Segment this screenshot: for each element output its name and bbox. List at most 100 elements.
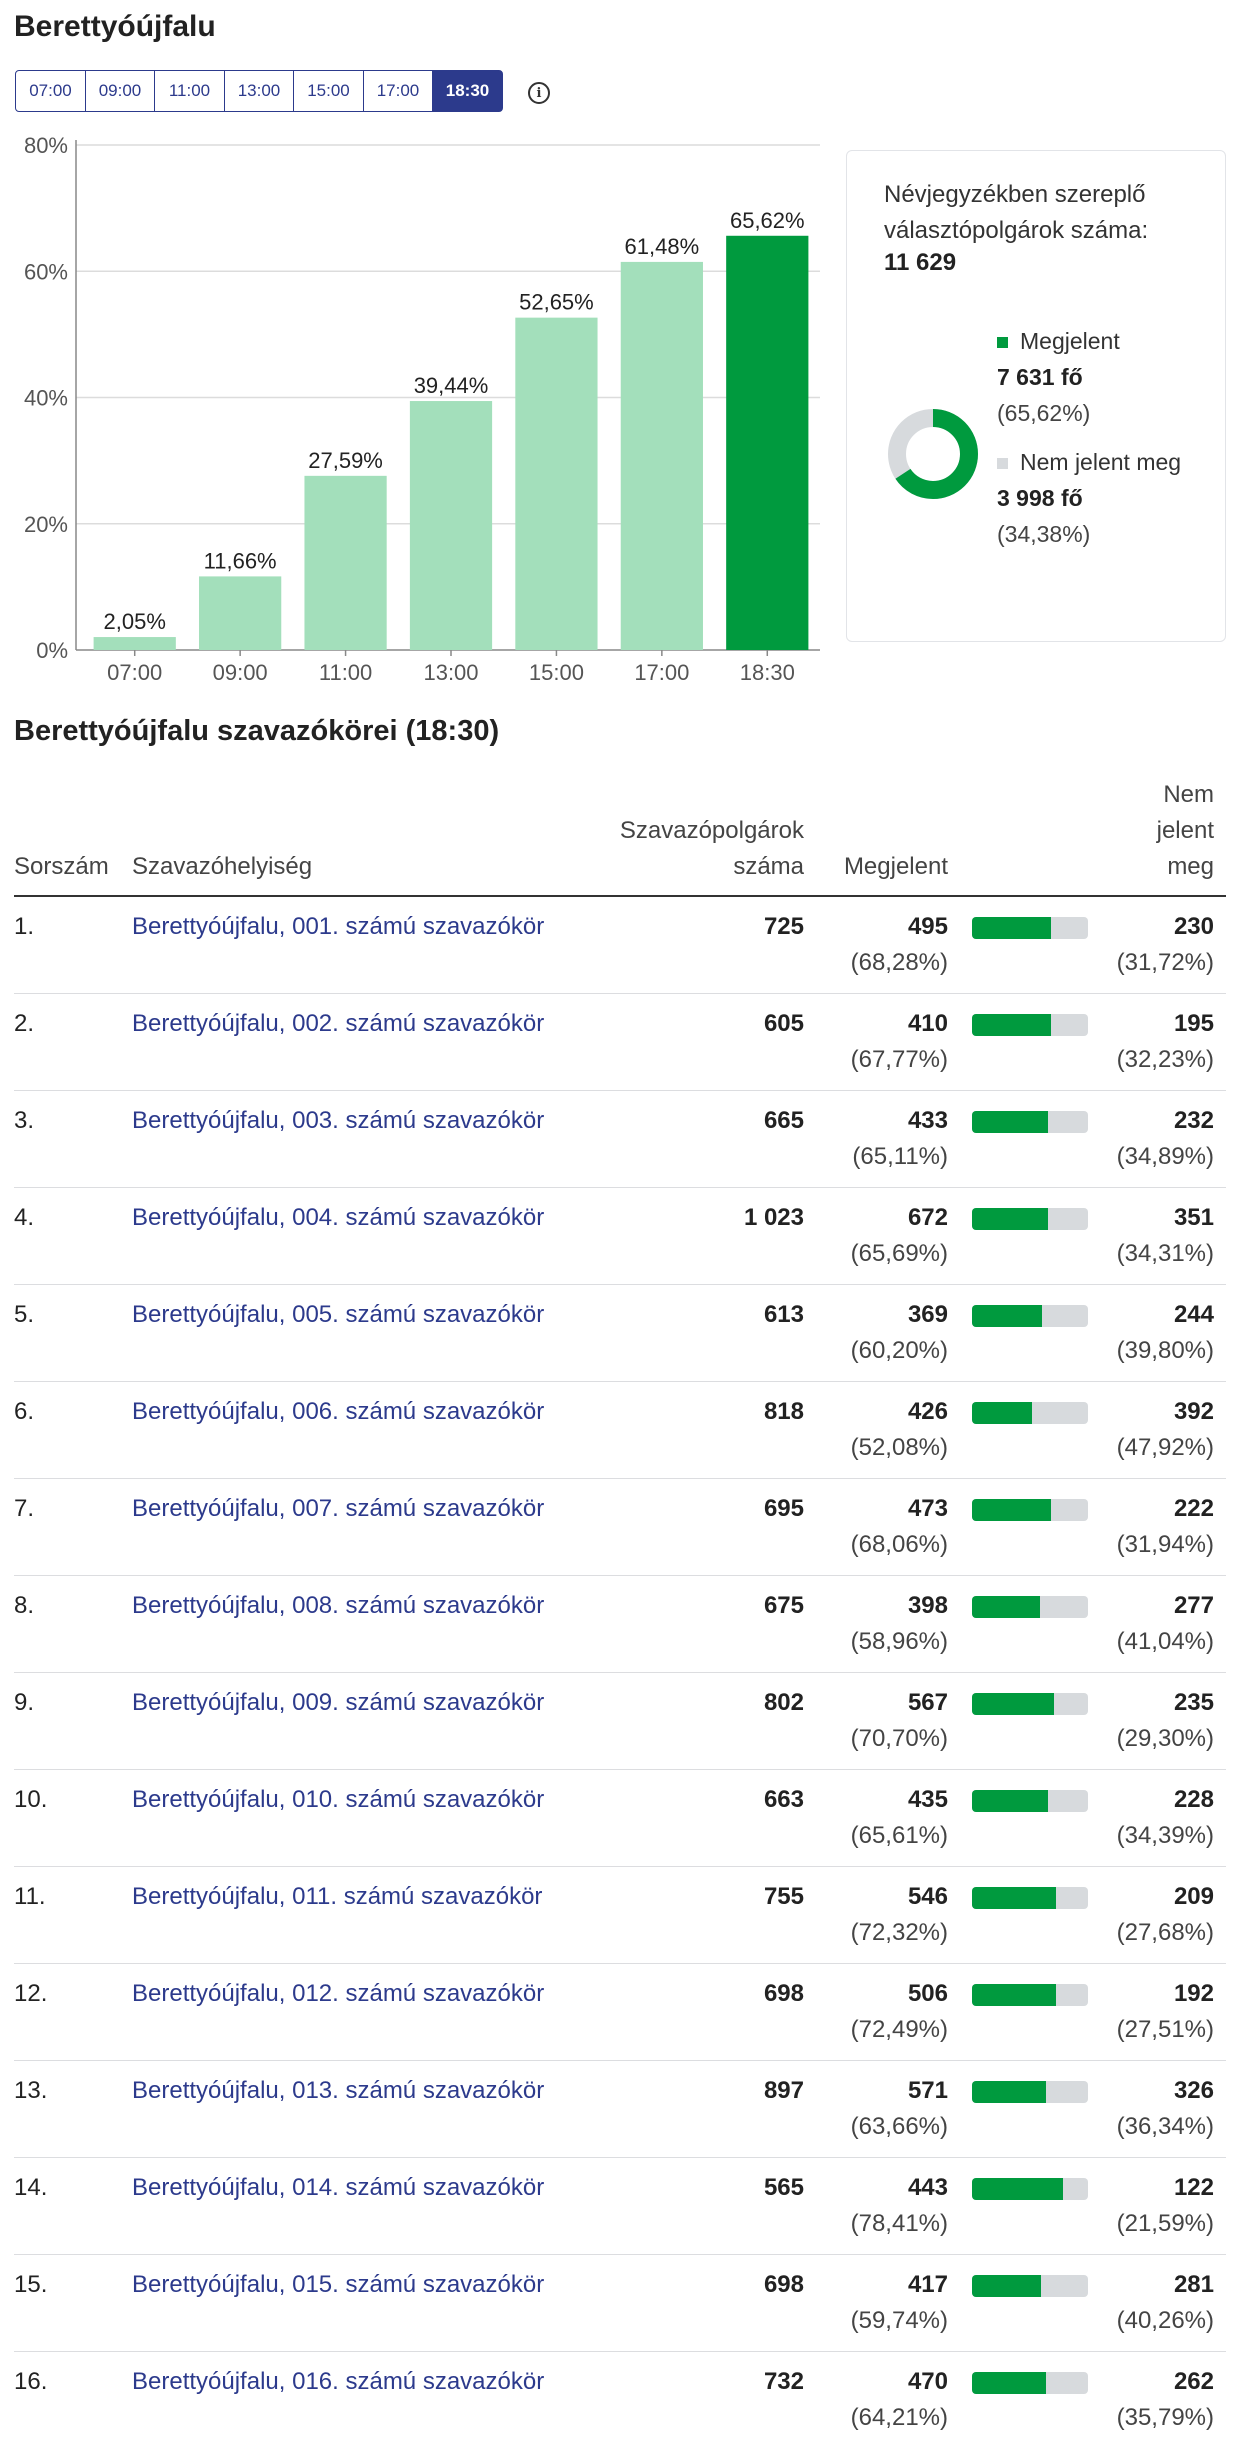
header-absent[interactable]: Nem jelent meg <box>1104 770 1226 897</box>
turnout-bar <box>972 1208 1088 1230</box>
appeared-pct: (65,69%) <box>850 1240 948 1267</box>
absent-count: 209 <box>1173 1883 1214 1910</box>
row-number: 13. <box>14 2060 132 2158</box>
turnout-bar <box>972 2081 1088 2103</box>
voters-total: 663 <box>763 1786 804 1813</box>
row-number: 15. <box>14 2254 132 2352</box>
turnout-bar <box>972 1499 1088 1521</box>
legend-absent-pct: (34,38%) <box>997 521 1091 547</box>
absent-count: 326 <box>1173 2077 1214 2104</box>
legend-swatch-absent <box>997 458 1008 470</box>
districts-table: Sorszám Szavazóhelyiség Szavazópolgárok … <box>14 770 1226 2441</box>
absent-count: 195 <box>1173 1010 1214 1037</box>
appeared-pct: (59,74%) <box>850 2307 948 2334</box>
turnout-bar-fill <box>972 917 1052 939</box>
y-tick-label: 80% <box>24 133 68 158</box>
district-link[interactable]: Berettyóújfalu, 014. számú szavazókör <box>132 2157 592 2255</box>
turnout-bar <box>972 2178 1088 2200</box>
district-link[interactable]: Berettyóújfalu, 015. számú szavazókör <box>132 2254 592 2352</box>
row-number: 2. <box>14 993 132 1091</box>
absent-pct: (31,72%) <box>1116 949 1214 976</box>
turnout-bar-fill <box>972 1596 1041 1618</box>
header-total[interactable]: Szavazópolgárok száma <box>592 770 816 897</box>
turnout-bar-fill <box>972 1305 1042 1327</box>
header-no[interactable]: Sorszám <box>14 770 132 897</box>
tab-0900[interactable]: 09:00 <box>84 70 156 112</box>
x-tick-label: 15:00 <box>529 660 584 685</box>
district-link[interactable]: Berettyóújfalu, 007. számú szavazókör <box>132 1478 592 1576</box>
appeared-count: 567 <box>907 1689 948 1716</box>
absent-pct: (39,80%) <box>1116 1337 1214 1364</box>
district-link[interactable]: Berettyóújfalu, 013. számú szavazókör <box>132 2060 592 2158</box>
tab-0700[interactable]: 07:00 <box>15 70 86 112</box>
appeared-pct: (58,96%) <box>850 1628 948 1655</box>
tab-1300[interactable]: 13:00 <box>223 70 295 112</box>
appeared-count: 470 <box>907 2368 948 2395</box>
turnout-bar-fill <box>972 1887 1056 1909</box>
district-link[interactable]: Berettyóújfalu, 001. számú szavazókör <box>132 896 592 994</box>
appeared-pct: (78,41%) <box>850 2210 948 2237</box>
row-number: 4. <box>14 1187 132 1285</box>
district-link[interactable]: Berettyóújfalu, 011. számú szavazókör <box>132 1866 592 1964</box>
district-link[interactable]: Berettyóújfalu, 002. számú szavazókör <box>132 993 592 1091</box>
bar-1500 <box>515 317 598 650</box>
appeared-count: 443 <box>907 2174 948 2201</box>
district-link[interactable]: Berettyóújfalu, 004. számú szavazókör <box>132 1187 592 1285</box>
tab-1100[interactable]: 11:00 <box>154 70 225 112</box>
tab-1700[interactable]: 17:00 <box>362 70 434 112</box>
y-tick-label: 0% <box>36 638 68 663</box>
turnout-bar <box>972 1596 1088 1618</box>
district-link[interactable]: Berettyóújfalu, 003. számú szavazókör <box>132 1090 592 1188</box>
tab-1830[interactable]: 18:30 <box>432 70 503 112</box>
district-link[interactable]: Berettyóújfalu, 006. számú szavazókör <box>132 1381 592 1479</box>
voters-total: 755 <box>763 1883 804 1910</box>
row-number: 12. <box>14 1963 132 2061</box>
y-tick-label: 60% <box>24 259 68 284</box>
absent-count: 192 <box>1173 1980 1214 2007</box>
turnout-bar <box>972 1402 1088 1424</box>
appeared-pct: (68,28%) <box>850 949 948 976</box>
tab-1500[interactable]: 15:00 <box>293 70 364 112</box>
info-icon[interactable]: i <box>528 82 550 104</box>
absent-pct: (41,04%) <box>1116 1628 1214 1655</box>
voters-total: 613 <box>763 1301 804 1328</box>
voters-total: 565 <box>763 2174 804 2201</box>
absent-count: 235 <box>1173 1689 1214 1716</box>
district-link[interactable]: Berettyóújfalu, 008. számú szavazókör <box>132 1575 592 1673</box>
appeared-pct: (63,66%) <box>850 2113 948 2140</box>
appeared-count: 473 <box>907 1495 948 1522</box>
x-tick-label: 07:00 <box>107 660 162 685</box>
district-link[interactable]: Berettyóújfalu, 012. számú szavazókör <box>132 1963 592 2061</box>
absent-pct: (21,59%) <box>1116 2210 1214 2237</box>
absent-pct: (31,94%) <box>1116 1531 1214 1558</box>
turnout-bar-fill <box>972 1499 1051 1521</box>
absent-pct: (36,34%) <box>1116 2113 1214 2140</box>
appeared-count: 435 <box>907 1786 948 1813</box>
bar-data-label: 11,66% <box>204 548 277 573</box>
row-number: 1. <box>14 896 132 994</box>
district-link[interactable]: Berettyóújfalu, 016. számú szavazókör <box>132 2351 592 2441</box>
x-tick-label: 17:00 <box>634 660 689 685</box>
table-row: 16. Berettyóújfalu, 016. számú szavazókör… <box>14 2351 1226 2441</box>
x-tick-label: 13:00 <box>423 660 478 685</box>
district-link[interactable]: Berettyóújfalu, 009. számú szavazókör <box>132 1672 592 1770</box>
header-name[interactable]: Szavazóhelyiség <box>132 770 592 897</box>
page-title: Berettyóújfalu <box>14 10 216 43</box>
appeared-count: 410 <box>907 1010 948 1037</box>
row-number: 7. <box>14 1478 132 1576</box>
voters-total: 675 <box>763 1592 804 1619</box>
district-link[interactable]: Berettyóújfalu, 005. számú szavazókör <box>132 1284 592 1382</box>
appeared-pct: (52,08%) <box>850 1434 948 1461</box>
turnout-bar <box>972 1111 1088 1133</box>
time-tabs: 07:00 09:00 11:00 13:00 15:00 17:00 18:3… <box>15 70 503 112</box>
district-link[interactable]: Berettyóújfalu, 010. számú szavazókör <box>132 1769 592 1867</box>
header-appeared[interactable]: Megjelent <box>816 770 960 897</box>
voters-total: 725 <box>763 913 804 940</box>
table-row: 4. Berettyóújfalu, 004. számú szavazókör 1… <box>14 1187 1226 1285</box>
absent-pct: (47,92%) <box>1116 1434 1214 1461</box>
row-number: 6. <box>14 1381 132 1479</box>
voters-total: 897 <box>763 2077 804 2104</box>
turnout-bar <box>972 2372 1088 2394</box>
absent-pct: (35,79%) <box>1116 2404 1214 2431</box>
absent-count: 230 <box>1173 913 1214 940</box>
